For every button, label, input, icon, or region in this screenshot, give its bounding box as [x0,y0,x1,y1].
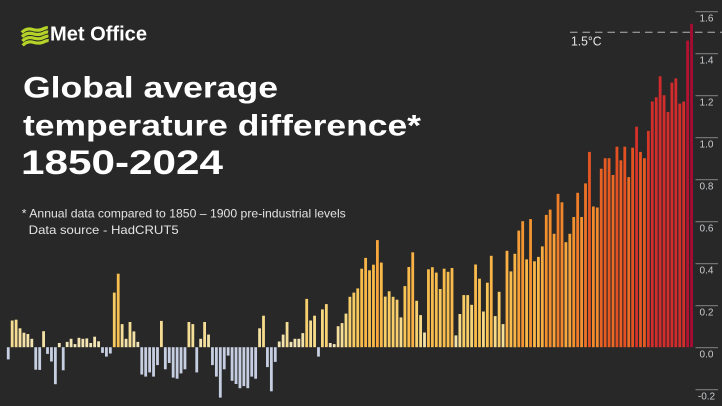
svg-text:1.0: 1.0 [700,140,714,151]
svg-text:0.8: 0.8 [700,182,714,193]
svg-text:0.4: 0.4 [700,266,714,277]
svg-text:Global average: Global average [23,72,278,105]
svg-text:Data source - HadCRUT5: Data source - HadCRUT5 [29,223,179,237]
svg-text:0.0: 0.0 [700,350,714,361]
svg-text:* Annual data compared to 1850: * Annual data compared to 1850 – 1900 pr… [22,207,346,221]
svg-text:1.4: 1.4 [700,56,714,67]
svg-text:1.6: 1.6 [700,14,714,25]
svg-text:temperature difference*: temperature difference* [23,110,421,143]
svg-text:0.2: 0.2 [700,308,714,319]
svg-text:1.2: 1.2 [700,98,714,109]
svg-text:0.6: 0.6 [700,224,714,235]
svg-text:Met Office: Met Office [50,23,147,45]
svg-text:-0.2: -0.2 [698,392,716,403]
svg-text:1.5°C: 1.5°C [571,35,602,49]
svg-text:1850-2024: 1850-2024 [21,144,223,182]
